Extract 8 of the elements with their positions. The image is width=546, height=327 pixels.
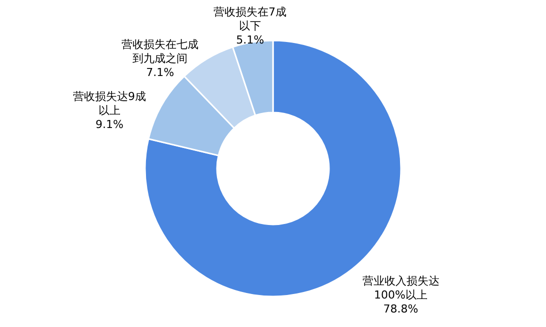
data-label: 78.8% <box>383 302 418 316</box>
data-label: 5.1% <box>236 34 264 47</box>
slice-label: 营业收入损失达100%以上 <box>362 274 440 302</box>
slice-label: 营收损失达9成以上 <box>72 90 146 118</box>
slice-label: 营收损失在七成到九成之间 <box>122 38 199 66</box>
slice-label: 营收损失在7成以下 <box>214 6 287 33</box>
data-label: 9.1% <box>96 118 124 132</box>
data-label: 7.1% <box>146 66 174 80</box>
